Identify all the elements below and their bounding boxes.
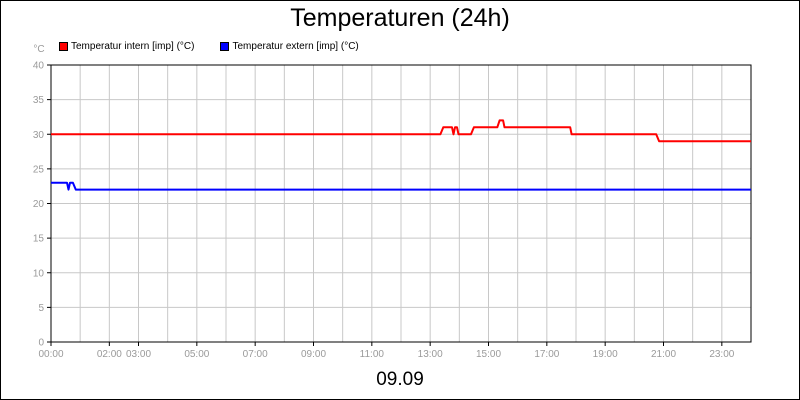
y-tick-label: 5 xyxy=(38,303,44,314)
x-tick-label: 15:00 xyxy=(476,349,501,360)
y-tick-label: 30 xyxy=(33,130,45,141)
y-tick-label: 35 xyxy=(33,95,45,106)
legend-label-intern: Temperatur intern [imp] (°C) xyxy=(71,40,195,52)
legend-swatch-intern xyxy=(59,41,68,51)
legend-label-extern: Temperatur extern [imp] (°C) xyxy=(232,40,359,52)
y-tick-label: 20 xyxy=(33,199,45,210)
x-tick-label: 09:00 xyxy=(301,349,326,360)
x-tick-label: 19:00 xyxy=(593,349,618,360)
series-line-intern xyxy=(51,119,751,143)
y-axis-unit: °C xyxy=(33,44,44,55)
y-tick-label: 10 xyxy=(33,268,45,279)
legend: Temperatur intern [imp] (°C) Temperatur … xyxy=(59,39,385,53)
legend-item-intern: Temperatur intern [imp] (°C) xyxy=(59,41,194,52)
y-tick-label: 15 xyxy=(33,234,45,245)
series-line-extern xyxy=(51,181,751,191)
x-tick-label: 07:00 xyxy=(243,349,268,360)
y-tick-label: 0 xyxy=(38,338,44,349)
plot-border xyxy=(50,64,752,343)
x-tick-label: 23:00 xyxy=(709,349,734,360)
x-tick-label: 03:00 xyxy=(126,349,151,360)
x-tick-label: 17:00 xyxy=(534,349,559,360)
x-tick-label: 00:00 xyxy=(38,349,63,360)
x-tick-label: 21:00 xyxy=(651,349,676,360)
y-tick-label: 25 xyxy=(33,164,45,175)
chart-title: Temperaturen (24h) xyxy=(290,4,510,32)
x-tick-label: 05:00 xyxy=(184,349,209,360)
legend-item-extern: Temperatur extern [imp] (°C) xyxy=(220,40,359,52)
x-tick-label: 11:00 xyxy=(360,349,385,360)
x-axis-caption: 09.09 xyxy=(376,369,424,390)
legend-swatch-extern xyxy=(220,41,230,51)
y-tick-label: 40 xyxy=(33,61,45,72)
x-tick-label: 13:00 xyxy=(418,349,443,360)
x-tick-label: 02:00 xyxy=(97,349,122,360)
